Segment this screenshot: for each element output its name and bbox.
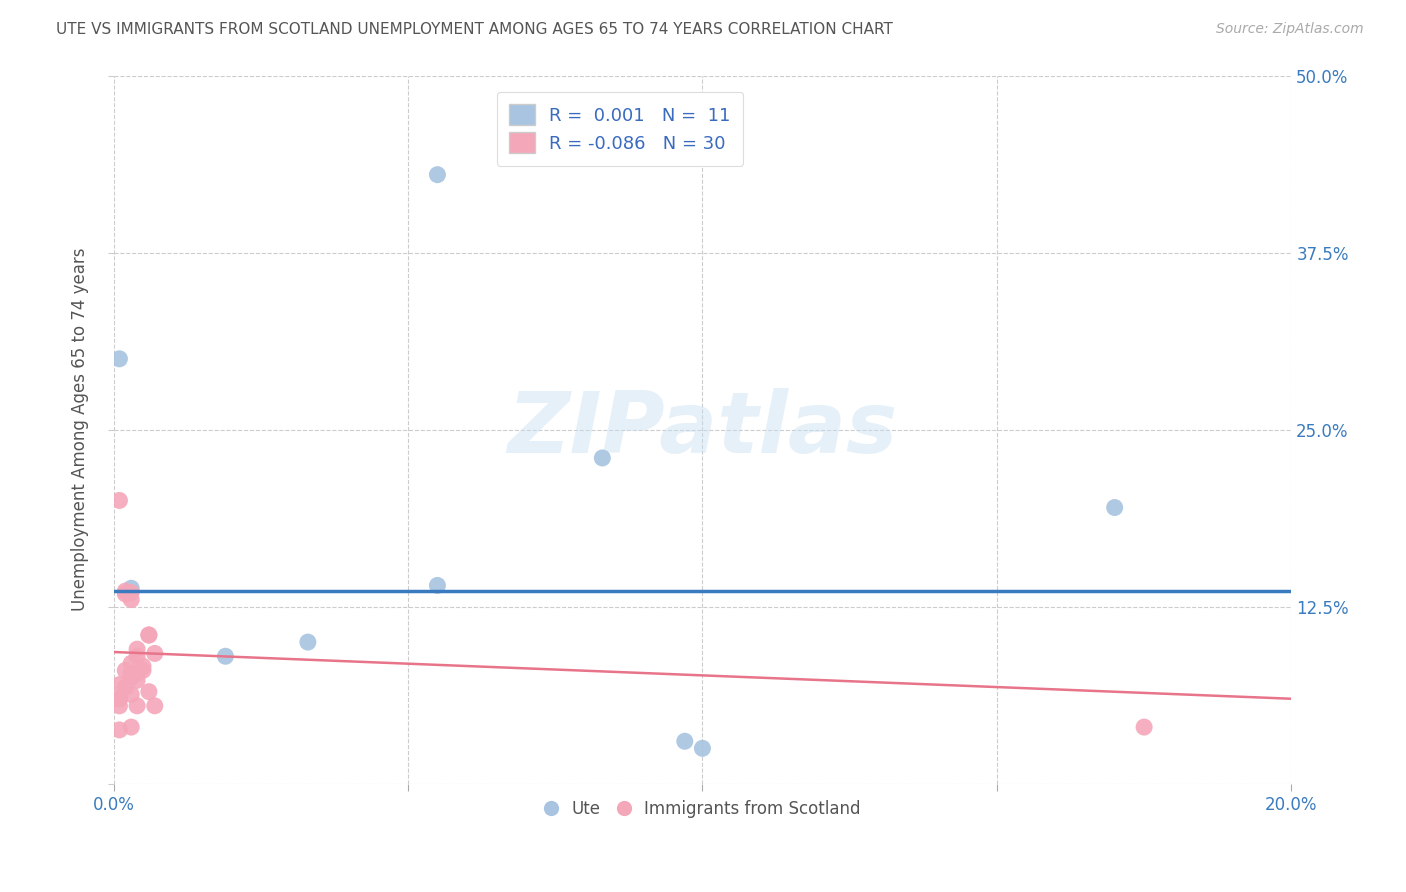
Point	[297, 635, 319, 649]
Point	[127, 666, 149, 681]
Point	[114, 681, 136, 695]
Point	[114, 587, 136, 601]
Point	[120, 592, 142, 607]
Point	[108, 691, 131, 706]
Point	[591, 450, 613, 465]
Point	[114, 664, 136, 678]
Point	[127, 673, 149, 688]
Point	[138, 684, 160, 698]
Point	[114, 584, 136, 599]
Point	[127, 698, 149, 713]
Point	[120, 666, 142, 681]
Point	[426, 168, 449, 182]
Text: ZIPatlas: ZIPatlas	[508, 388, 897, 471]
Point	[143, 647, 166, 661]
Point	[120, 581, 142, 595]
Text: UTE VS IMMIGRANTS FROM SCOTLAND UNEMPLOYMENT AMONG AGES 65 TO 74 YEARS CORRELATI: UTE VS IMMIGRANTS FROM SCOTLAND UNEMPLOY…	[56, 22, 893, 37]
Point	[108, 691, 131, 706]
Y-axis label: Unemployment Among Ages 65 to 74 years: Unemployment Among Ages 65 to 74 years	[72, 248, 89, 611]
Point	[138, 628, 160, 642]
Point	[120, 657, 142, 671]
Point	[673, 734, 696, 748]
Point	[426, 578, 449, 592]
Point	[132, 659, 155, 673]
Point	[132, 664, 155, 678]
Text: Source: ZipAtlas.com: Source: ZipAtlas.com	[1216, 22, 1364, 37]
Point	[692, 741, 714, 756]
Legend: Ute, Immigrants from Scotland: Ute, Immigrants from Scotland	[538, 794, 868, 825]
Point	[1133, 720, 1156, 734]
Point	[108, 698, 131, 713]
Point	[108, 691, 131, 706]
Point	[120, 720, 142, 734]
Point	[108, 723, 131, 737]
Point	[127, 649, 149, 664]
Point	[1104, 500, 1126, 515]
Point	[120, 671, 142, 685]
Point	[108, 493, 131, 508]
Point	[108, 351, 131, 366]
Point	[120, 585, 142, 599]
Point	[138, 628, 160, 642]
Point	[143, 698, 166, 713]
Point	[127, 642, 149, 657]
Point	[214, 649, 236, 664]
Point	[120, 688, 142, 702]
Point	[108, 677, 131, 691]
